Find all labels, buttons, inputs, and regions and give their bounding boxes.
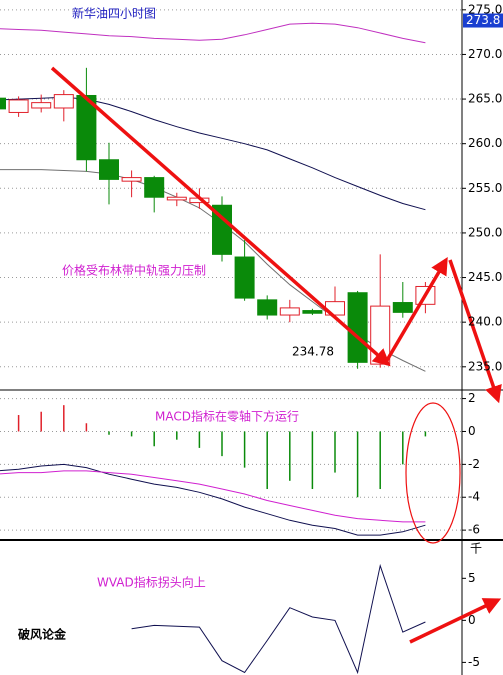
candle-body xyxy=(53,94,74,109)
y-tick-label: 2 xyxy=(468,391,476,405)
candle-body xyxy=(99,159,119,180)
y-tick-label: 265.0 xyxy=(468,92,502,106)
candle-body xyxy=(347,292,368,363)
y-tick-label: 0 xyxy=(468,424,476,438)
macd-line xyxy=(0,463,426,536)
low-label: 234.78 xyxy=(292,345,334,359)
trend-arrow xyxy=(448,259,502,404)
candle-body xyxy=(31,102,52,109)
candle-body xyxy=(212,204,232,255)
annotation: WVAD指标拐头向上 xyxy=(97,575,206,590)
y-tick-label: 260.0 xyxy=(468,136,502,150)
y-tick-label: -6 xyxy=(468,523,480,537)
candle-body xyxy=(257,299,278,316)
y-tick-label: 5 xyxy=(468,571,476,585)
watermark: 破风论金 xyxy=(18,627,67,642)
candle-body xyxy=(121,177,142,182)
trend-arrow xyxy=(50,66,391,367)
y-tick-label: 245.0 xyxy=(468,270,502,284)
candle-body xyxy=(144,177,165,198)
candle-body xyxy=(279,307,300,316)
candle-body xyxy=(234,256,255,299)
candle-body xyxy=(302,310,323,314)
y-tick-label: 240.0 xyxy=(468,315,502,329)
candle-body xyxy=(166,196,187,201)
band-line xyxy=(0,22,426,44)
y-tick-label: 250.0 xyxy=(468,225,502,239)
trend-arrow xyxy=(384,256,448,363)
y-tick-label: -4 xyxy=(468,490,480,504)
price-tag: 273.8 xyxy=(466,13,500,27)
annotation: MACD指标在零轴下方运行 xyxy=(155,409,299,424)
y-tick-label: -2 xyxy=(468,457,480,471)
y-tick-label: 255.0 xyxy=(468,181,502,195)
candle-body xyxy=(0,97,6,110)
chart-title: 新华油四小时图 xyxy=(72,6,156,21)
annotation: 价格受布林带中轨强力压制 xyxy=(62,263,206,278)
highlight-ellipse xyxy=(405,402,461,544)
candle-body xyxy=(76,94,97,161)
candle-body xyxy=(392,302,413,313)
unit-label: 千 xyxy=(470,542,482,556)
y-tick-label: 270.0 xyxy=(468,47,502,61)
y-tick-label: 275.0 xyxy=(468,2,502,16)
candle-body xyxy=(8,99,29,113)
trend-arrow xyxy=(409,598,502,644)
y-tick-label: 0 xyxy=(468,613,476,627)
wvad-line xyxy=(131,563,426,675)
y-tick-label: -5 xyxy=(468,655,480,669)
y-tick-label: 235.0 xyxy=(468,359,502,373)
macd-line xyxy=(0,470,426,523)
price-tag-box xyxy=(463,13,503,28)
plot-layers xyxy=(0,9,462,675)
